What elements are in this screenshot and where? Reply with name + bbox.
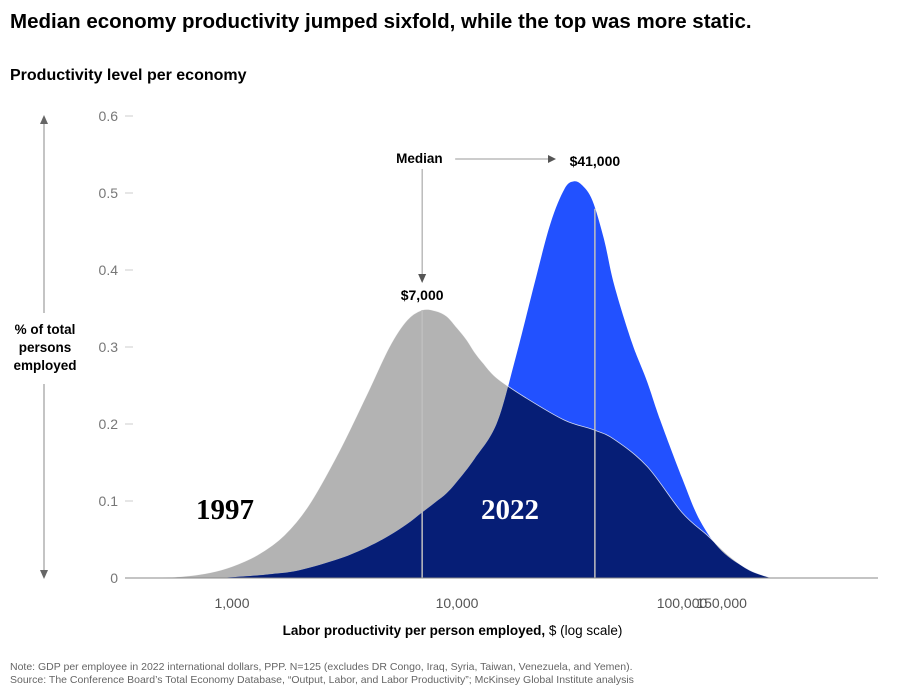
y-tick-label: 0.1 [99, 493, 119, 509]
y-axis-label: % of total persons employed [13, 322, 77, 373]
x-tick-label: 100,000 [657, 595, 708, 611]
chart-subtitle: Productivity level per economy [10, 67, 247, 84]
y-axis-arrow [40, 115, 48, 579]
footer: Note: GDP per employee in 2022 internati… [10, 661, 634, 687]
series-label-1997: 1997 [196, 494, 254, 526]
y-tick-label: 0.2 [99, 416, 119, 432]
x-tick-label: 150,000 [696, 595, 747, 611]
density-chart: 0 0.1 0.2 0.3 0.4 0.5 0.6 1,000 10,000 100,00015… [40, 108, 878, 611]
y-tick-marks [125, 115, 133, 579]
median-annotation: Median [396, 151, 443, 166]
x-tick-label: 1,000 [214, 595, 249, 611]
y-tick-label: 0.6 [99, 108, 119, 124]
footer-source: Source: The Conference Board’s Total Eco… [10, 674, 634, 686]
y-tick-labels: 0 0.1 0.2 0.3 0.4 0.5 0.6 [99, 108, 119, 586]
series-label-2022: 2022 [481, 494, 539, 526]
median-label-2022: $41,000 [570, 153, 621, 169]
area-2022-overlap [197, 309, 772, 578]
median-arrows [418, 155, 556, 283]
chart-title: Median economy productivity jumped sixfo… [10, 10, 752, 33]
y-tick-label: 0.3 [99, 339, 119, 355]
y-tick-label: 0.4 [99, 262, 119, 278]
footer-note: Note: GDP per employee in 2022 internati… [10, 661, 633, 673]
x-axis-label-bold: Labor productivity per person employed, [282, 623, 546, 638]
line-1997-boundary [147, 308, 772, 579]
y-tick-label: 0 [110, 570, 118, 586]
x-axis-label: Labor productivity per person employed, … [0, 623, 905, 638]
x-tick-label: 10,000 [436, 595, 479, 611]
median-label-1997: $7,000 [401, 287, 444, 303]
x-axis-label-rest: $ (log scale) [545, 623, 623, 638]
y-tick-label: 0.5 [99, 185, 119, 201]
